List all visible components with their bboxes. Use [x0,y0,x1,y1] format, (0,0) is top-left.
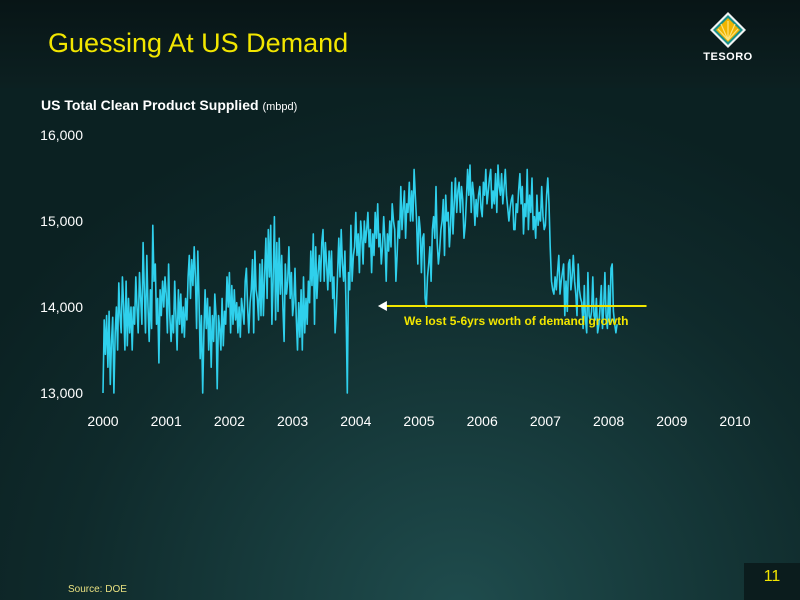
x-tick-label: 2009 [656,413,687,429]
x-tick-label: 2003 [277,413,308,429]
header-band [0,0,800,88]
x-tick-label: 2002 [214,413,245,429]
x-tick-label: 2001 [151,413,182,429]
annotation-text: We lost 5-6yrs worth of demand growth [404,314,628,328]
x-tick-label: 2000 [87,413,118,429]
y-axis: 13,000 14,000 15,000 16,000 [40,127,83,401]
x-tick-label: 2005 [403,413,434,429]
tesoro-logo-icon [710,12,746,48]
annotation-arrowhead-icon [377,301,387,311]
chart-title-unit: (mbpd) [262,101,298,113]
y-tick-label: 14,000 [40,299,83,315]
series-line [102,164,618,394]
x-axis: 2000 2001 2002 2003 2004 2005 2006 2007 2008 2009… [87,413,750,429]
series-layer [102,164,618,394]
y-tick-label: 13,000 [40,385,83,401]
x-tick-label: 2006 [467,413,498,429]
chart-title-text: US Total Clean Product Supplied [41,97,259,113]
slide-title: Guessing At US Demand [48,28,349,58]
x-tick-label: 2010 [719,413,750,429]
x-tick-label: 2007 [530,413,561,429]
y-tick-label: 15,000 [40,213,83,229]
source-note: Source: DOE [68,584,127,595]
x-tick-label: 2008 [593,413,624,429]
annotation: We lost 5-6yrs worth of demand growth [377,301,647,328]
chart-title: US Total Clean Product Supplied (mbpd) [41,97,297,113]
page-number: 11 [763,568,781,585]
page-number-box [744,563,800,600]
y-tick-label: 16,000 [40,127,83,143]
x-tick-label: 2004 [340,413,371,429]
logo-wordmark: TESORO [703,51,753,63]
